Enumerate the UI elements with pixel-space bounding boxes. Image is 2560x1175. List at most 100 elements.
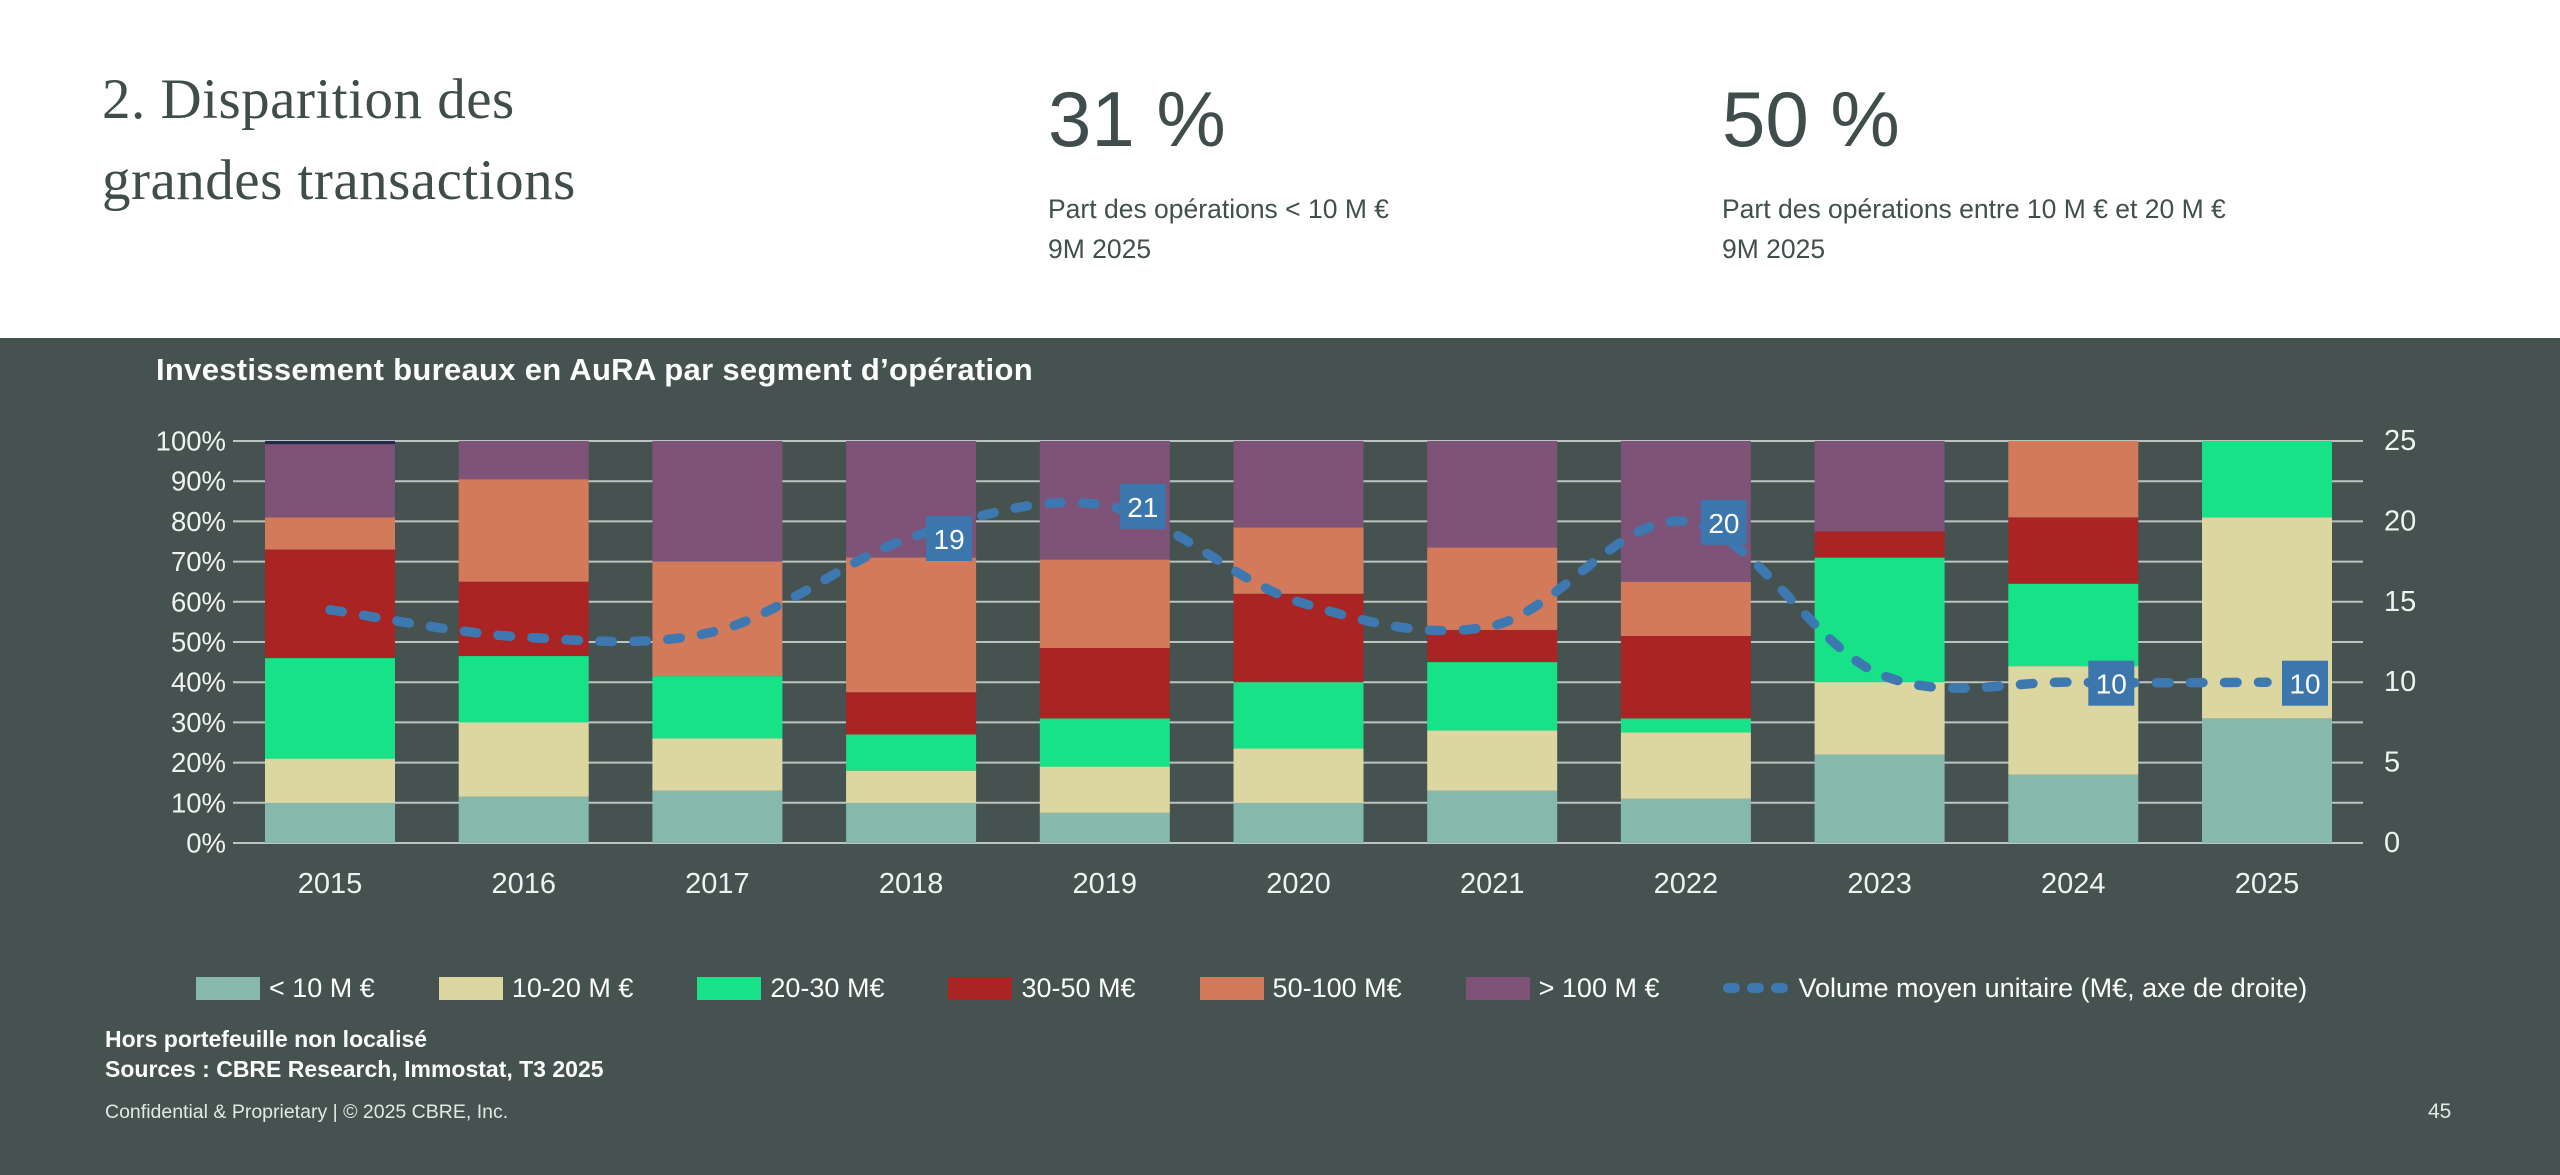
right-axis-tick-label: 15 (2384, 586, 2416, 618)
bar-segment (458, 479, 589, 582)
bar-segment (458, 796, 589, 843)
legend-swatch (1199, 976, 1264, 1000)
line-value-label-box (2282, 660, 2328, 706)
legend-item: 10-20 M € (438, 972, 634, 1004)
bar-segment (1814, 557, 1945, 683)
legend-swatch (948, 976, 1013, 1000)
page-number: 45 (2428, 1100, 2452, 1123)
dashed-line-icon (1723, 983, 1789, 993)
bar-segment (265, 658, 395, 759)
stat-label-line2: 9M 2025 (1722, 233, 1826, 264)
bar-segment (1620, 798, 1751, 843)
legend-swatch (697, 976, 762, 1000)
chart-panel: Investissement bureaux en AuRA par segme… (0, 338, 2560, 1175)
bar-segment (652, 441, 783, 562)
legend-label: < 10 M € (269, 972, 375, 1003)
right-axis-tick-label: 20 (2384, 505, 2416, 537)
bar-segment (1233, 593, 1364, 683)
bar-segment (846, 770, 977, 803)
bar-segment (1427, 730, 1558, 791)
left-axis-tick-label: 10% (171, 787, 226, 818)
legend-label: 50-100 M€ (1272, 972, 1402, 1003)
stat-label-line1: Part des opérations entre 10 M € et 20 M… (1722, 194, 2226, 224)
bar-segment (265, 758, 395, 803)
right-axis-tick-label: 5 (2384, 747, 2400, 779)
dash-segment (1723, 983, 1741, 993)
volume-line (325, 497, 2272, 693)
legend-item: 30-50 M€ (948, 973, 1136, 1004)
bar-segment (1814, 754, 1945, 843)
bar-segment (846, 734, 977, 771)
bar-segment (2008, 774, 2139, 843)
bar-segment (1233, 682, 1364, 749)
page-title: 2. Disparition des grandes transactions (102, 60, 576, 222)
page-title-line2: grandes transactions (102, 148, 576, 212)
bar-segment (846, 557, 977, 693)
line-value-label-box (2088, 660, 2135, 706)
right-axis-tick-label: 10 (2384, 666, 2416, 698)
bar-segment (1427, 547, 1558, 630)
stacked-bar-chart: 100%90%80%70%60%50%40%30%20%10%0%2520151… (156, 425, 2417, 900)
x-axis-year-label: 2024 (2041, 868, 2106, 900)
bar-segment (1427, 662, 1558, 731)
bar-segment (1620, 581, 1751, 636)
bar-segment (265, 802, 395, 843)
line-value-label: 10 (2096, 669, 2127, 700)
left-axis-tick-label: 70% (171, 546, 226, 577)
left-axis-tick-label: 0% (186, 828, 226, 859)
left-axis-tick-label: 80% (171, 506, 226, 537)
legend-swatch (1465, 976, 1530, 1000)
bar-segment (1427, 629, 1558, 663)
bar-segment (458, 441, 589, 480)
bar-segment (652, 561, 783, 677)
bar-top-cap (265, 441, 395, 445)
header-section: 2. Disparition des grandes transactions … (0, 0, 2560, 338)
legend-label: 20-30 M€ (770, 972, 885, 1003)
bar-segment (1039, 648, 1170, 719)
chart-title: Investissement bureaux en AuRA par segme… (156, 352, 1033, 387)
x-axis-year-label: 2019 (1073, 868, 1138, 900)
right-axis-tick-label: 25 (2384, 425, 2416, 457)
stat-label-line2: 9M 2025 (1048, 233, 1152, 264)
bar-segment (1814, 441, 1945, 532)
legend-item: < 10 M € (196, 973, 375, 1004)
bar-segment (458, 581, 589, 657)
bar-segment (1427, 441, 1558, 548)
bar-segment (458, 656, 589, 723)
bar-segment (2202, 718, 2332, 843)
chart-legend: < 10 M € 10-20 M € 20-30 M€ 30-50 M€ 50-100 … (196, 968, 2526, 1008)
line-value-label-box (926, 515, 973, 561)
line-value-label: 19 (934, 524, 965, 555)
x-axis-year-label: 2021 (1460, 868, 1525, 900)
bar-segment (2008, 583, 2139, 667)
bar-segment (1039, 718, 1170, 767)
bar-segment (846, 692, 977, 735)
stat-share-10m-20m: 50 % Part des opérations entre 10 M € et… (1722, 80, 2226, 270)
legend-label: 10-20 M € (511, 972, 634, 1003)
footnote-sources: Sources : CBRE Research, Immostat, T3 20… (105, 1056, 604, 1082)
dash-segment (1771, 983, 1789, 993)
x-axis-year-label: 2017 (685, 868, 750, 900)
stat-share-under-10m: 31 % Part des opérations < 10 M € 9M 202… (1048, 80, 1389, 270)
bar-segment (265, 441, 395, 518)
stat-label: Part des opérations entre 10 M € et 20 M… (1722, 190, 2226, 270)
bar-segment (1039, 766, 1170, 813)
x-axis-year-label: 2015 (298, 868, 363, 900)
stat-label: Part des opérations < 10 M € 9M 2025 (1048, 190, 1389, 270)
right-axis-tick-label: 0 (2384, 827, 2400, 859)
x-axis-year-label: 2022 (1654, 868, 1719, 900)
bar-segment (1039, 559, 1170, 649)
bar-segment (652, 790, 783, 843)
x-axis-year-label: 2020 (1266, 868, 1331, 900)
bar-segment (2202, 441, 2332, 518)
bar-segment (265, 517, 395, 550)
x-axis-year-label: 2023 (1847, 868, 1912, 900)
left-axis-tick-label: 90% (171, 466, 226, 497)
bar-segment (1620, 732, 1751, 799)
legend-label: > 100 M € (1538, 972, 1660, 1003)
x-axis-year-label: 2025 (2235, 868, 2300, 900)
bar-segment (265, 549, 395, 659)
bar-segment (1620, 635, 1751, 719)
bar-segment (1233, 441, 1364, 528)
